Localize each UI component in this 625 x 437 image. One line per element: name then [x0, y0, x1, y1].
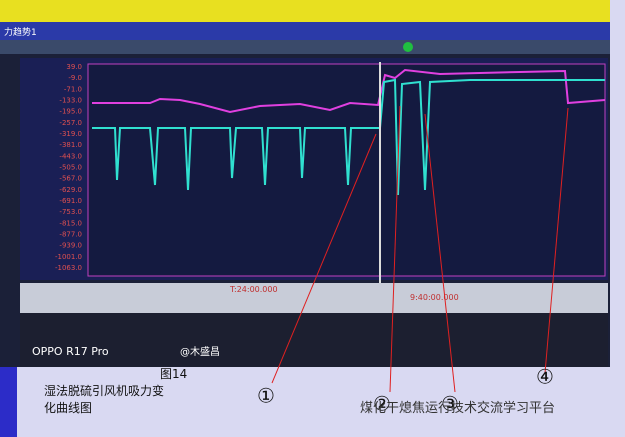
y-axis-label: -939.0: [59, 242, 82, 250]
y-axis-label: -195.0: [59, 108, 82, 116]
y-axis-labels: 39.0 -9.0 -71.0 -133.0 -195.0 -257.0 -319.0 -38…: [55, 63, 82, 272]
camera-credit: @木盛昌: [180, 345, 220, 358]
camera-watermark: OPPO R17 Pro: [32, 345, 109, 358]
legend-panel: [20, 313, 608, 367]
photo: 力趋势1 T:24:00.000 9:40:00.000 OPPO R17 Pr…: [0, 0, 610, 367]
y-axis-label: -133.0: [59, 97, 82, 105]
time-bar: [20, 283, 608, 313]
time-label: 9:40:00.000: [410, 293, 459, 302]
marker: ③: [441, 392, 459, 416]
y-axis-label: -1001.0: [55, 253, 82, 261]
trace-magenta: [92, 68, 606, 114]
time-label: T:24:00.000: [229, 285, 278, 294]
y-axis-label: 39.0: [66, 63, 82, 71]
figure-number: 图14: [160, 367, 187, 381]
y-axis-label: -691.0: [59, 197, 82, 205]
y-axis-label: -567.0: [59, 175, 82, 183]
caption-line: 湿法脱硫引风机吸力变: [44, 383, 164, 398]
window-title: 力趋势1: [4, 26, 37, 38]
marker: ④: [536, 365, 554, 389]
y-axis-label: -9.0: [68, 74, 82, 82]
toolbar: [0, 40, 610, 54]
y-axis-label: -877.0: [59, 231, 82, 239]
y-axis-label: -443.0: [59, 152, 82, 160]
toolbar-icon: [403, 42, 413, 52]
y-axis-label: -319.0: [59, 130, 82, 138]
marker: ①: [257, 384, 275, 408]
y-axis-label: -629.0: [59, 186, 82, 194]
y-axis-label: -1063.0: [55, 264, 82, 272]
y-axis-label: -381.0: [59, 141, 82, 149]
y-axis-label: -505.0: [59, 164, 82, 172]
caption-line: 化曲线图: [44, 401, 92, 415]
watermark: 煤化干熄焦运行技术交流学习平台: [360, 400, 555, 416]
y-axis-label: -257.0: [59, 119, 82, 127]
y-axis-label: -753.0: [59, 208, 82, 216]
top-bar: [0, 0, 610, 22]
trace-cyan: [92, 78, 605, 196]
y-axis-label: -815.0: [59, 219, 82, 227]
title-bar: [0, 22, 610, 40]
marker: ②: [373, 392, 391, 416]
y-axis-label: -71.0: [64, 85, 82, 93]
pointer-lines: [271, 105, 569, 393]
